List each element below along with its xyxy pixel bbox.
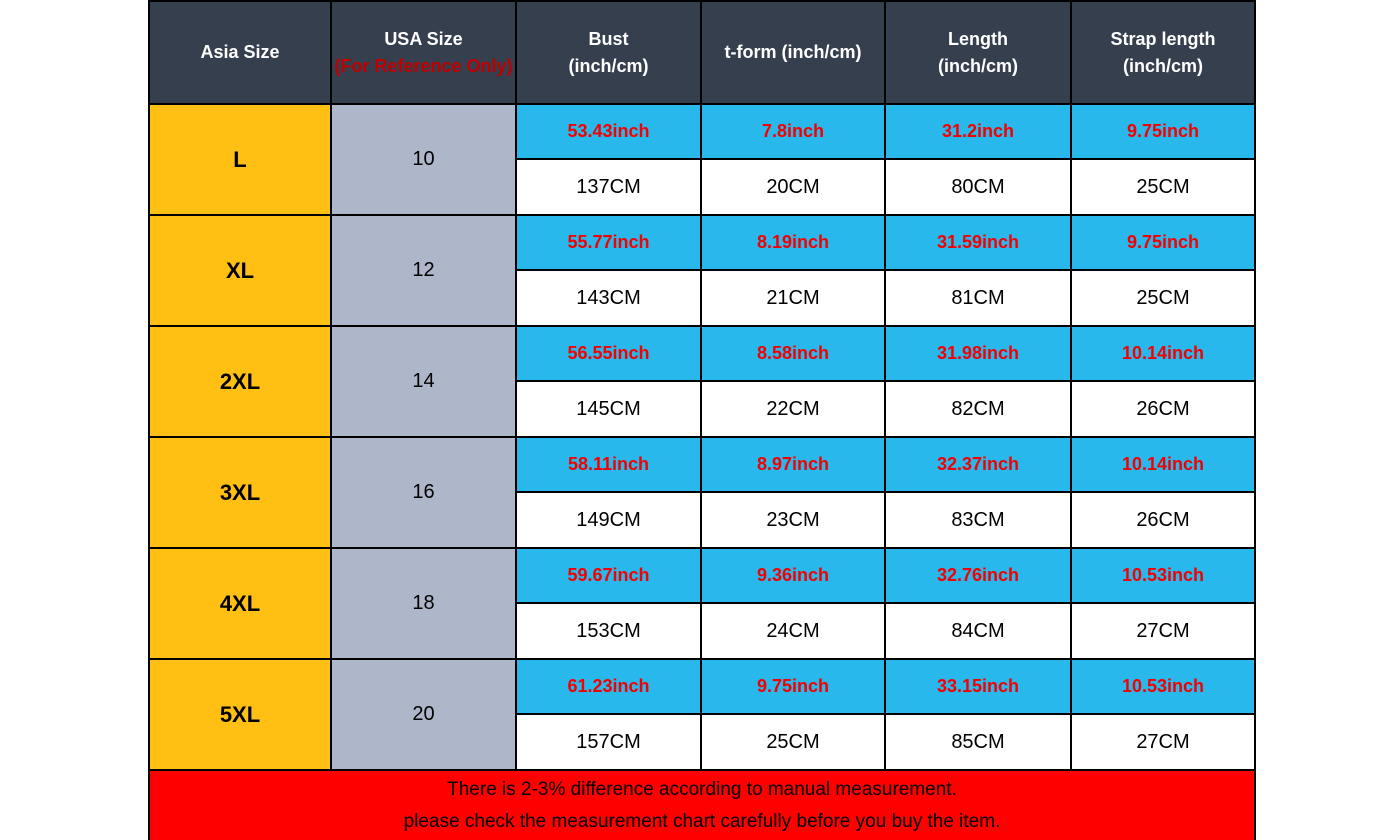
- header-strap-length-label: Strap length: [1110, 29, 1216, 50]
- header-length-label: Length: [948, 29, 1008, 50]
- table-row-inch-5XL: 5XL 20 61.23inch 9.75inch 33.15inch 10.5…: [148, 658, 1256, 771]
- length-inch-cell: 32.37inch: [884, 436, 1072, 493]
- tform-cm-cell: 21CM: [700, 269, 886, 327]
- strap-inch-cell: 9.75inch: [1070, 103, 1256, 160]
- table-header: Asia Size USA Size (For Reference Only) …: [148, 0, 1256, 105]
- header-row: Asia Size USA Size (For Reference Only) …: [148, 0, 1256, 105]
- bust-inch-cell: 55.77inch: [515, 214, 702, 271]
- header-usa-size-label: USA Size: [384, 29, 463, 50]
- strap-cm-cell: 26CM: [1070, 380, 1256, 438]
- table-row-inch-4XL: 4XL 18 59.67inch 9.36inch 32.76inch 10.5…: [148, 547, 1256, 660]
- tform-inch-cell: 9.75inch: [700, 658, 886, 715]
- strap-cm-cell: 27CM: [1070, 602, 1256, 660]
- table-row-cm-2XL: 145CM 22CM 82CM 26CM: [149, 380, 1256, 438]
- length-inch-cell: 31.59inch: [884, 214, 1072, 271]
- table-footer: There is 2-3% difference according to ma…: [148, 769, 1256, 840]
- usa-size-cell: 14: [330, 325, 517, 438]
- length-cm-cell: 85CM: [884, 713, 1072, 771]
- header-asia-size-label: Asia Size: [200, 42, 280, 63]
- tform-inch-cell: 8.19inch: [700, 214, 886, 271]
- bust-cm-cell: 143CM: [515, 269, 702, 327]
- header-strap-length: Strap length (inch/cm): [1070, 0, 1256, 105]
- table-row-cm-3XL: 149CM 23CM 83CM 26CM: [149, 491, 1256, 549]
- header-bust-label: Bust: [588, 29, 629, 50]
- strap-inch-cell: 10.53inch: [1070, 658, 1256, 715]
- tform-cm-cell: 23CM: [700, 491, 886, 549]
- bust-inch-cell: 59.67inch: [515, 547, 702, 604]
- length-cm-cell: 82CM: [884, 380, 1072, 438]
- header-usa-reference-note: (For Reference Only): [334, 55, 513, 76]
- header-bust-unit: (inch/cm): [568, 55, 649, 76]
- asia-size-cell: 4XL: [148, 547, 332, 660]
- strap-inch-cell: 10.14inch: [1070, 325, 1256, 382]
- table-body: L 10 53.43inch 7.8inch 31.2inch 9.75inch…: [148, 103, 1256, 771]
- tform-cm-cell: 20CM: [700, 158, 886, 216]
- header-length: Length (inch/cm): [884, 0, 1072, 105]
- header-asia-size: Asia Size: [148, 0, 332, 105]
- strap-cm-cell: 26CM: [1070, 491, 1256, 549]
- length-cm-cell: 80CM: [884, 158, 1072, 216]
- table-row-cm-XL: 143CM 21CM 81CM 25CM: [149, 269, 1256, 327]
- header-usa-size: USA Size (For Reference Only): [330, 0, 517, 105]
- bust-cm-cell: 153CM: [515, 602, 702, 660]
- length-inch-cell: 33.15inch: [884, 658, 1072, 715]
- usa-size-cell: 10: [330, 103, 517, 216]
- bust-cm-cell: 149CM: [515, 491, 702, 549]
- length-cm-cell: 84CM: [884, 602, 1072, 660]
- strap-cm-cell: 25CM: [1070, 269, 1256, 327]
- tform-cm-cell: 25CM: [700, 713, 886, 771]
- table-row-inch-2XL: 2XL 14 56.55inch 8.58inch 31.98inch 10.1…: [148, 325, 1256, 438]
- table-row-inch-XL: XL 12 55.77inch 8.19inch 31.59inch 9.75i…: [148, 214, 1256, 327]
- header-strap-length-unit: (inch/cm): [1122, 55, 1203, 76]
- tform-cm-cell: 24CM: [700, 602, 886, 660]
- length-cm-cell: 81CM: [884, 269, 1072, 327]
- length-inch-cell: 31.98inch: [884, 325, 1072, 382]
- footer-row: There is 2-3% difference according to ma…: [148, 769, 1256, 840]
- tform-inch-cell: 8.58inch: [700, 325, 886, 382]
- tform-inch-cell: 8.97inch: [700, 436, 886, 493]
- tform-inch-cell: 9.36inch: [700, 547, 886, 604]
- asia-size-cell: 3XL: [148, 436, 332, 549]
- header-tform: t-form (inch/cm): [700, 0, 886, 105]
- tform-inch-cell: 7.8inch: [700, 103, 886, 160]
- header-tform-label: t-form (inch/cm): [724, 42, 862, 63]
- strap-cm-cell: 27CM: [1070, 713, 1256, 771]
- length-inch-cell: 32.76inch: [884, 547, 1072, 604]
- bust-inch-cell: 56.55inch: [515, 325, 702, 382]
- usa-size-cell: 16: [330, 436, 517, 549]
- disclaimer-line-2: please check the measurement chart caref…: [403, 810, 1001, 832]
- table-row-inch-L: L 10 53.43inch 7.8inch 31.2inch 9.75inch: [148, 103, 1256, 216]
- header-bust: Bust (inch/cm): [515, 0, 702, 105]
- bust-inch-cell: 58.11inch: [515, 436, 702, 493]
- strap-cm-cell: 25CM: [1070, 158, 1256, 216]
- asia-size-cell: XL: [148, 214, 332, 327]
- usa-size-cell: 18: [330, 547, 517, 660]
- size-chart-table: Asia Size USA Size (For Reference Only) …: [148, 0, 1256, 840]
- asia-size-cell: 2XL: [148, 325, 332, 438]
- strap-inch-cell: 10.14inch: [1070, 436, 1256, 493]
- usa-size-cell: 12: [330, 214, 517, 327]
- asia-size-cell: L: [148, 103, 332, 216]
- header-length-unit: (inch/cm): [937, 55, 1018, 76]
- measurement-disclaimer-banner: There is 2-3% difference according to ma…: [148, 769, 1256, 840]
- bust-cm-cell: 145CM: [515, 380, 702, 438]
- length-inch-cell: 31.2inch: [884, 103, 1072, 160]
- bust-inch-cell: 53.43inch: [515, 103, 702, 160]
- table-row-inch-3XL: 3XL 16 58.11inch 8.97inch 32.37inch 10.1…: [148, 436, 1256, 549]
- strap-inch-cell: 9.75inch: [1070, 214, 1256, 271]
- tform-cm-cell: 22CM: [700, 380, 886, 438]
- disclaimer-line-1: There is 2-3% difference according to ma…: [447, 779, 957, 801]
- length-cm-cell: 83CM: [884, 491, 1072, 549]
- table-row-cm-4XL: 153CM 24CM 84CM 27CM: [149, 602, 1256, 660]
- table-row-cm-5XL: 157CM 25CM 85CM 27CM: [149, 713, 1256, 771]
- strap-inch-cell: 10.53inch: [1070, 547, 1256, 604]
- asia-size-cell: 5XL: [148, 658, 332, 771]
- bust-inch-cell: 61.23inch: [515, 658, 702, 715]
- usa-size-cell: 20: [330, 658, 517, 771]
- table-row-cm-L: 137CM 20CM 80CM 25CM: [149, 158, 1256, 216]
- bust-cm-cell: 157CM: [515, 713, 702, 771]
- bust-cm-cell: 137CM: [515, 158, 702, 216]
